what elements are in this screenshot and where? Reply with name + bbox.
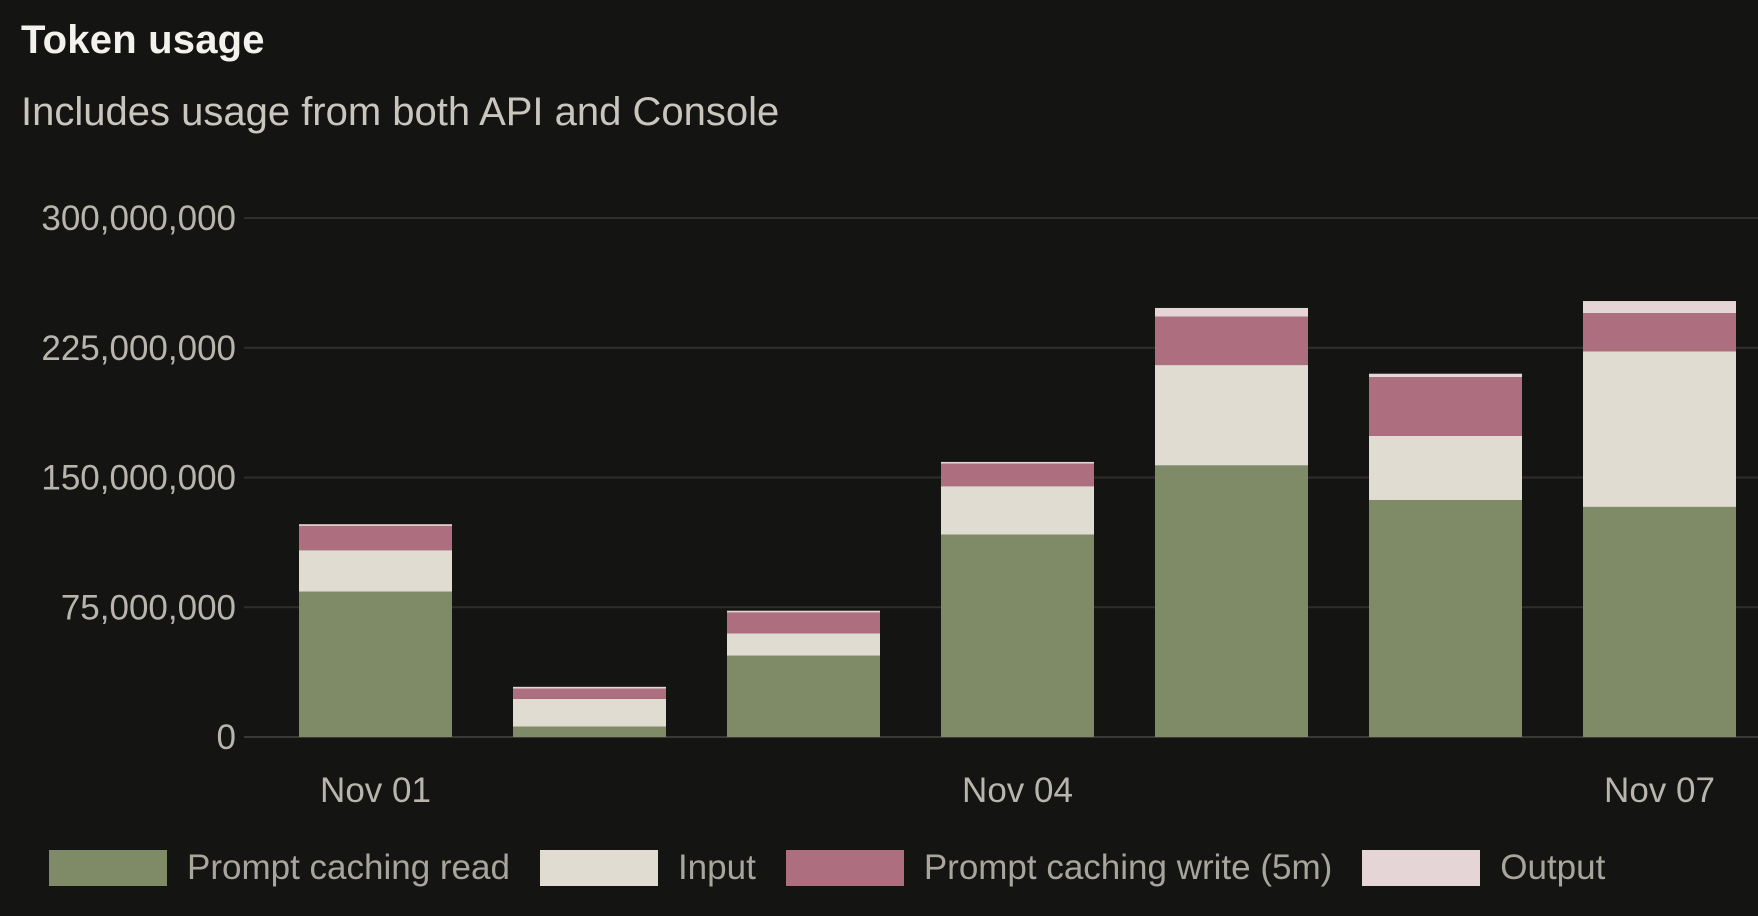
bar-segment[interactable] (1155, 465, 1308, 737)
y-axis: 0 75,000,000 150,000,000 225,000,000 300,000… (41, 199, 236, 757)
bar-segment[interactable] (1155, 365, 1308, 466)
bar-segment[interactable] (1155, 316, 1308, 366)
bar-segment[interactable] (299, 591, 452, 737)
x-tick-label: Nov 01 (320, 771, 431, 810)
legend-item[interactable]: Input (539, 848, 756, 888)
chart-legend: Prompt caching read Input Prompt caching w… (49, 848, 1635, 888)
bar-segment[interactable] (727, 610, 880, 613)
chart-subtitle: Includes usage from both API and Console (21, 90, 780, 134)
bar-stack (513, 686, 666, 737)
bar-stack (1369, 373, 1522, 737)
legend-label: Output (1500, 848, 1606, 887)
bar-segment[interactable] (727, 612, 880, 634)
y-tick-label: 300,000,000 (41, 199, 236, 238)
chart-title: Token usage (21, 18, 265, 62)
bar-segment[interactable] (1583, 313, 1736, 352)
legend-label: Prompt caching read (187, 848, 510, 887)
bar-segment[interactable] (1369, 435, 1522, 500)
bar-segment[interactable] (513, 688, 666, 699)
legend-swatch (785, 850, 904, 886)
y-tick-label: 225,000,000 (41, 329, 236, 368)
bar-segment[interactable] (1583, 301, 1736, 314)
bar-segment[interactable] (299, 525, 452, 551)
legend-label: Input (677, 848, 756, 887)
legend-item[interactable]: Output (1362, 848, 1605, 888)
x-tick-label: Nov 04 (962, 771, 1073, 810)
x-tick-label: Nov 07 (1604, 771, 1715, 810)
bar-segment[interactable] (1369, 373, 1522, 378)
bar-segment[interactable] (1583, 351, 1736, 507)
bar-segment[interactable] (1155, 307, 1308, 317)
bar-segment[interactable] (299, 550, 452, 592)
y-tick-label: 150,000,000 (41, 459, 236, 498)
bar-segment[interactable] (1583, 506, 1736, 737)
stacked-bar-chart: 0 75,000,000 150,000,000 225,000,000 300,000… (41, 199, 1758, 810)
bar-stack (1583, 301, 1736, 737)
bar-segment[interactable] (1369, 499, 1522, 737)
legend-swatch (1362, 850, 1481, 886)
bar-segment[interactable] (727, 633, 880, 656)
bar-stack (299, 524, 452, 737)
legend-swatch (49, 850, 167, 886)
bar-segment[interactable] (941, 534, 1094, 737)
bar-stack (727, 610, 880, 737)
legend-swatch (539, 850, 658, 886)
bar-segment[interactable] (941, 463, 1094, 487)
bar-stack (941, 461, 1094, 737)
bars (299, 301, 1736, 737)
bar-stack (1155, 307, 1308, 737)
x-axis: Nov 01 Nov 04 Nov 07 (320, 771, 1715, 810)
bar-segment[interactable] (941, 486, 1094, 535)
bar-segment[interactable] (513, 686, 666, 689)
bar-segment[interactable] (727, 655, 880, 737)
y-tick-label: 75,000,000 (61, 588, 236, 627)
legend-label: Prompt caching write (5m) (923, 848, 1333, 887)
bar-segment[interactable] (941, 461, 1094, 464)
bar-segment[interactable] (513, 698, 666, 727)
bar-segment[interactable] (299, 524, 452, 526)
legend-item[interactable]: Prompt caching write (5m) (785, 848, 1333, 888)
legend-item[interactable]: Prompt caching read (49, 848, 510, 888)
bar-segment[interactable] (513, 726, 666, 737)
y-tick-label: 0 (217, 718, 236, 757)
bar-segment[interactable] (1369, 377, 1522, 436)
